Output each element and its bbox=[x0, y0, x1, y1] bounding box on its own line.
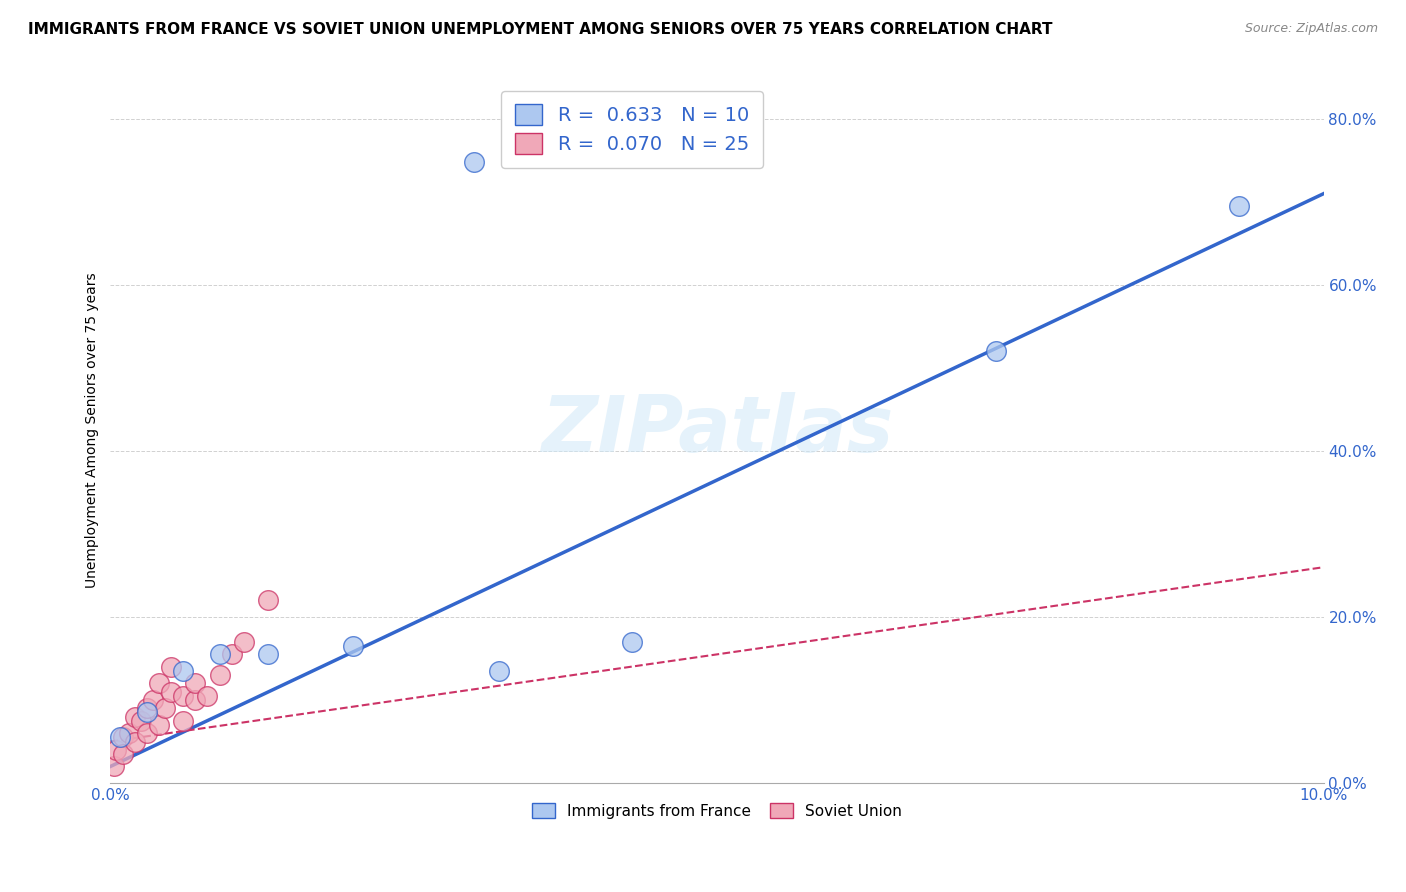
Y-axis label: Unemployment Among Seniors over 75 years: Unemployment Among Seniors over 75 years bbox=[86, 272, 100, 588]
Point bbox=[160, 660, 183, 674]
Point bbox=[142, 693, 165, 707]
Point bbox=[111, 731, 134, 745]
Point bbox=[117, 726, 139, 740]
Point bbox=[108, 731, 131, 745]
Point bbox=[257, 648, 280, 662]
Point bbox=[153, 701, 176, 715]
Point bbox=[488, 664, 510, 678]
Point bbox=[124, 709, 146, 723]
Point bbox=[103, 759, 125, 773]
Point bbox=[232, 635, 254, 649]
Point bbox=[197, 689, 219, 703]
Point bbox=[135, 701, 157, 715]
Point bbox=[221, 648, 243, 662]
Point bbox=[111, 747, 134, 761]
Text: ZIPatlas: ZIPatlas bbox=[541, 392, 893, 468]
Point bbox=[124, 734, 146, 748]
Point bbox=[160, 684, 183, 698]
Text: Source: ZipAtlas.com: Source: ZipAtlas.com bbox=[1244, 22, 1378, 36]
Legend: Immigrants from France, Soviet Union: Immigrants from France, Soviet Union bbox=[526, 797, 908, 825]
Point bbox=[172, 689, 194, 703]
Point bbox=[208, 648, 231, 662]
Point bbox=[257, 593, 280, 607]
Point bbox=[463, 155, 485, 169]
Point bbox=[621, 635, 644, 649]
Point bbox=[1227, 199, 1250, 213]
Point bbox=[172, 664, 194, 678]
Point bbox=[105, 743, 128, 757]
Point bbox=[148, 718, 170, 732]
Point bbox=[135, 726, 157, 740]
Point bbox=[208, 668, 231, 682]
Point bbox=[148, 676, 170, 690]
Point bbox=[172, 714, 194, 728]
Point bbox=[184, 676, 207, 690]
Point bbox=[984, 344, 1007, 359]
Point bbox=[342, 639, 364, 653]
Point bbox=[135, 706, 157, 720]
Text: IMMIGRANTS FROM FRANCE VS SOVIET UNION UNEMPLOYMENT AMONG SENIORS OVER 75 YEARS : IMMIGRANTS FROM FRANCE VS SOVIET UNION U… bbox=[28, 22, 1053, 37]
Point bbox=[184, 693, 207, 707]
Point bbox=[129, 714, 152, 728]
